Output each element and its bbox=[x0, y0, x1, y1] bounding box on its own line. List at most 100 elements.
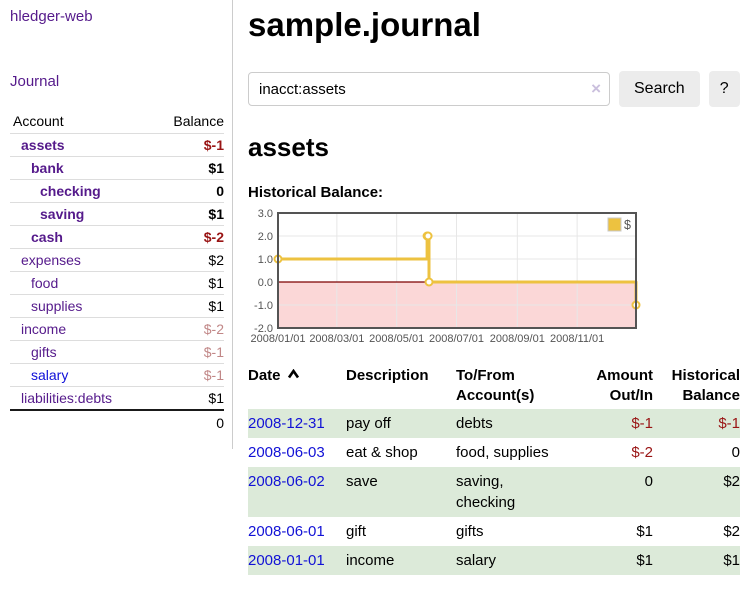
account-balance: $1 bbox=[150, 294, 224, 318]
account-link[interactable]: expenses bbox=[21, 252, 81, 268]
accounts-table: Account Balance assets $-1 bank $1 checking 0… bbox=[10, 110, 224, 435]
account-name-cell: gifts bbox=[10, 340, 151, 364]
account-balance: $1 bbox=[150, 386, 224, 410]
transaction-accounts: saving, checking bbox=[456, 473, 516, 511]
svg-text:2008/03/01: 2008/03/01 bbox=[309, 333, 364, 345]
accounts-table-header: Account Balance bbox=[10, 110, 224, 134]
account-link[interactable]: checking bbox=[40, 183, 101, 199]
search-input[interactable] bbox=[248, 72, 610, 106]
transaction-description: gift bbox=[346, 523, 367, 540]
transaction-row: 2008-06-01 gift gifts $1 $2 bbox=[248, 517, 740, 546]
clear-search-icon[interactable]: × bbox=[591, 79, 601, 99]
register-header-row: Date Description To/From Account(s) Amount … bbox=[248, 364, 740, 409]
account-row: supplies $1 bbox=[10, 294, 224, 318]
account-link[interactable]: saving bbox=[40, 206, 85, 222]
account-row: expenses $2 bbox=[10, 248, 224, 272]
account-name-cell: supplies bbox=[10, 294, 151, 318]
account-name-cell: expenses bbox=[10, 248, 151, 272]
legend-label: $ bbox=[624, 218, 631, 232]
account-name-cell: liabilities:debts bbox=[10, 386, 151, 410]
account-balance: $2 bbox=[150, 248, 224, 272]
account-link[interactable]: income bbox=[21, 321, 67, 337]
svg-text:-2.0: -2.0 bbox=[254, 323, 273, 335]
transaction-date-link[interactable]: 2008-06-01 bbox=[248, 523, 325, 540]
column-label: Amount Out/In bbox=[596, 367, 653, 404]
account-link[interactable]: food bbox=[31, 275, 59, 291]
account-name-cell: checking bbox=[10, 179, 151, 203]
account-name-cell: cash bbox=[10, 225, 151, 249]
transaction-description: eat & shop bbox=[346, 444, 418, 461]
account-link[interactable]: cash bbox=[31, 229, 63, 245]
transaction-date-link[interactable]: 2008-06-02 bbox=[248, 473, 325, 490]
transaction-accounts: debts bbox=[456, 415, 493, 432]
register-column-header-description: Description bbox=[346, 364, 456, 409]
account-row: liabilities:debts $1 bbox=[10, 386, 224, 410]
account-name-cell: bank bbox=[10, 156, 151, 180]
transaction-row: 2008-12-31 pay off debts $-1 $-1 bbox=[248, 409, 740, 438]
account-link[interactable]: assets bbox=[21, 137, 65, 153]
account-balance: $-1 bbox=[150, 133, 224, 157]
account-row: assets $-1 bbox=[10, 133, 224, 157]
balance-chart[interactable]: 3.0 2.0 1.0 0.0 -1.0 -2.0 2008/01/01 2008/03/01… bbox=[248, 207, 740, 347]
svg-text:2008/01/01: 2008/01/01 bbox=[250, 333, 305, 345]
transaction-row: 2008-06-02 save saving, checking 0 $2 bbox=[248, 467, 740, 517]
column-label: To/From Account(s) bbox=[456, 367, 535, 404]
transaction-date-link[interactable]: 2008-12-31 bbox=[248, 415, 325, 432]
account-row: bank $1 bbox=[10, 156, 224, 180]
balance-column-header: Balance bbox=[173, 113, 224, 129]
help-button[interactable]: ? bbox=[708, 71, 740, 107]
register-column-header-to: To/From Account(s) bbox=[456, 364, 557, 409]
column-label: Historical Balance bbox=[671, 367, 740, 404]
account-row: checking 0 bbox=[10, 179, 224, 203]
account-link[interactable]: gifts bbox=[31, 344, 57, 360]
transaction-amount: 0 bbox=[644, 473, 653, 490]
transaction-date-cell: 2008-01-01 bbox=[248, 546, 346, 575]
accounts-column-header: Account bbox=[13, 113, 64, 129]
register-table: Date Description To/From Account(s) Amount … bbox=[248, 364, 740, 575]
chart-legend: $ bbox=[607, 217, 631, 232]
spacer bbox=[10, 409, 151, 435]
page-title: sample.journal bbox=[248, 6, 481, 43]
transaction-description: save bbox=[346, 473, 378, 490]
transaction-balance: 0 bbox=[731, 444, 740, 461]
account-row: income $-2 bbox=[10, 317, 224, 341]
accounts-total-balance: 0 bbox=[150, 409, 224, 435]
account-balance: $1 bbox=[150, 202, 224, 226]
register-column-header-historical: Historical Balance bbox=[653, 364, 740, 409]
transaction-date-cell: 2008-06-01 bbox=[248, 517, 346, 546]
account-link[interactable]: supplies bbox=[31, 298, 83, 314]
transaction-date-cell: 2008-06-02 bbox=[248, 467, 346, 517]
account-balance: 0 bbox=[150, 179, 224, 203]
account-link[interactable]: salary bbox=[31, 367, 69, 383]
transaction-balance: $2 bbox=[723, 473, 740, 490]
app-title-link[interactable]: hledger-web bbox=[10, 8, 93, 25]
account-row: gifts $-1 bbox=[10, 340, 224, 364]
account-balance: $-1 bbox=[150, 340, 224, 364]
sidebar-item-journal[interactable]: Journal bbox=[10, 73, 60, 90]
account-row: food $1 bbox=[10, 271, 224, 295]
transaction-date-link[interactable]: 2008-06-03 bbox=[248, 444, 325, 461]
account-balance: $1 bbox=[150, 156, 224, 180]
transaction-accounts: food, supplies bbox=[456, 444, 549, 461]
account-name-cell: salary bbox=[10, 363, 151, 387]
transaction-description: income bbox=[346, 552, 395, 569]
account-name-cell: income bbox=[10, 317, 151, 341]
transaction-balance: $-1 bbox=[718, 415, 740, 432]
account-link[interactable]: bank bbox=[31, 160, 64, 176]
transaction-date-link[interactable]: 2008-01-01 bbox=[248, 552, 325, 569]
svg-text:1.0: 1.0 bbox=[258, 254, 273, 266]
sidebar: hledger-web Journal Account Balance asse… bbox=[0, 0, 233, 449]
svg-text:3.0: 3.0 bbox=[258, 208, 273, 220]
account-name-cell: saving bbox=[10, 202, 151, 226]
svg-text:2008/11/01: 2008/11/01 bbox=[550, 333, 604, 345]
account-balance: $1 bbox=[150, 271, 224, 295]
account-row: cash $-2 bbox=[10, 225, 224, 249]
svg-text:2008/07/01: 2008/07/01 bbox=[429, 333, 484, 345]
search-button[interactable]: Search bbox=[619, 71, 700, 107]
search-bar: × Search ? bbox=[248, 71, 740, 107]
transaction-date-cell: 2008-06-03 bbox=[248, 438, 346, 467]
register-column-header-date[interactable]: Date bbox=[248, 364, 346, 409]
account-link[interactable]: liabilities:debts bbox=[21, 390, 113, 406]
